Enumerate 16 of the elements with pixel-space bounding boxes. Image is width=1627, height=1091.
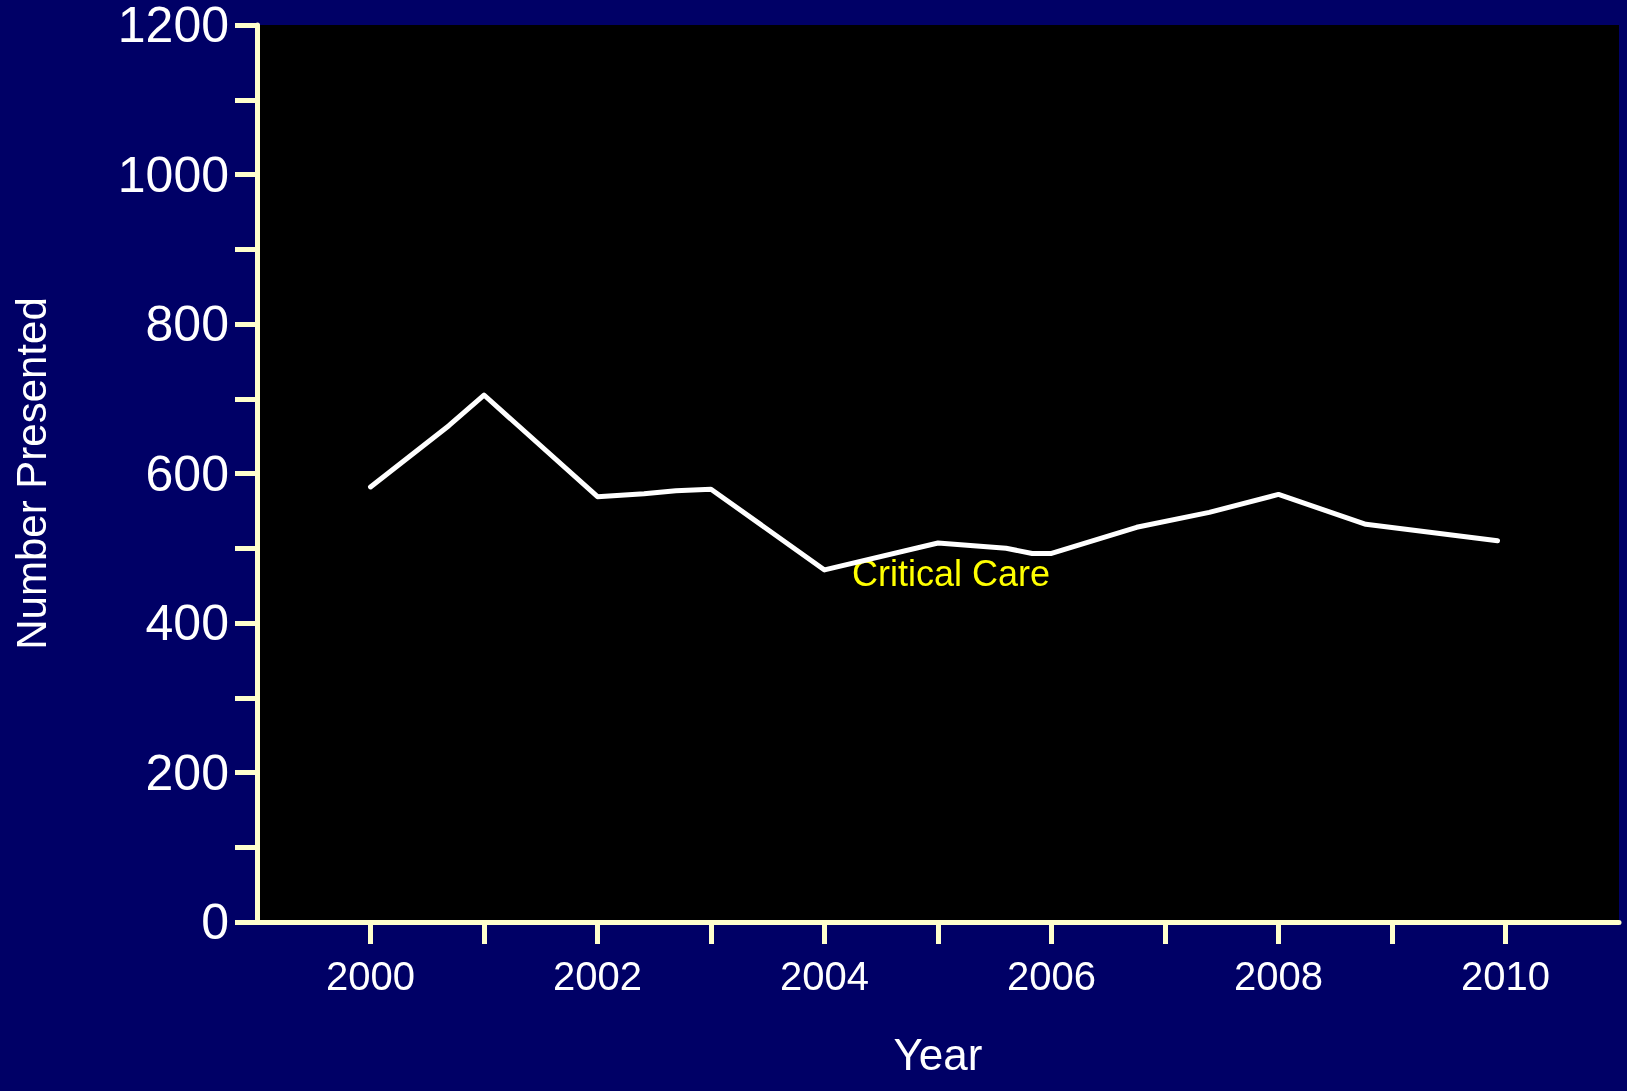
x-tick-label: 2010 (1461, 954, 1550, 998)
y-tick-label: 600 (145, 445, 229, 502)
y-tick-label: 1200 (117, 0, 229, 53)
x-tick-label: 2002 (553, 954, 642, 998)
x-tick-label: 2006 (1007, 954, 1096, 998)
y-axis-title: Number Presented (7, 297, 55, 650)
y-tick-label: 0 (201, 894, 229, 950)
y-tick-label: 1000 (117, 146, 229, 203)
x-tick-label: 2004 (780, 954, 869, 998)
x-axis-title: Year (893, 1029, 983, 1079)
x-tick-label: 2008 (1234, 954, 1323, 998)
y-tick-label: 400 (145, 595, 229, 651)
y-tick-label: 800 (145, 296, 229, 352)
y-tick-label: 200 (145, 744, 229, 801)
x-tick-label: 2000 (326, 954, 415, 998)
annotation: Critical Care (852, 552, 1051, 594)
